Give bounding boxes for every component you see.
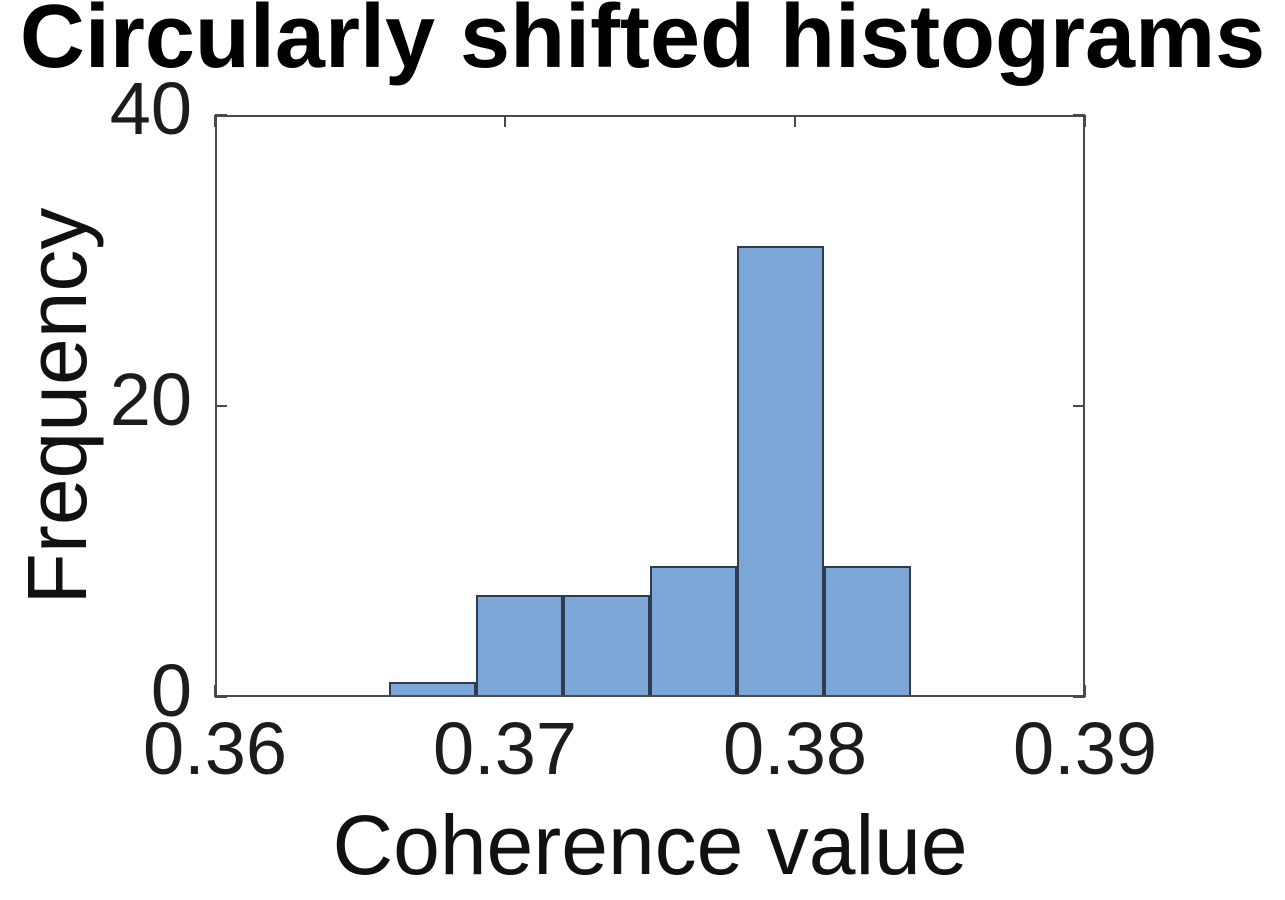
histogram-bar — [476, 595, 563, 697]
y-tick-label: 20 — [109, 358, 192, 441]
x-tick-top — [794, 115, 796, 127]
y-tick — [215, 696, 227, 698]
y-tick-label: 0 — [150, 649, 192, 732]
chart-title: Circularly shifted histograms — [19, 0, 1266, 87]
y-tick-right — [1073, 405, 1085, 407]
x-tick-label: 0.39 — [1012, 707, 1158, 790]
x-axis-label: Coherence value — [332, 798, 968, 892]
axes-box — [215, 115, 1085, 697]
y-tick-right — [1073, 696, 1085, 698]
x-tick-label: 0.38 — [722, 707, 868, 790]
y-tick-label: 40 — [109, 67, 192, 150]
histogram-bar — [563, 595, 650, 697]
x-tick-top — [1084, 115, 1086, 127]
plot-area — [214, 114, 1086, 698]
x-tick-label: 0.36 — [142, 707, 288, 790]
x-tick-top — [504, 115, 506, 127]
y-tick — [215, 405, 227, 407]
x-tick-label: 0.37 — [432, 707, 578, 790]
x-tick — [1084, 685, 1086, 697]
